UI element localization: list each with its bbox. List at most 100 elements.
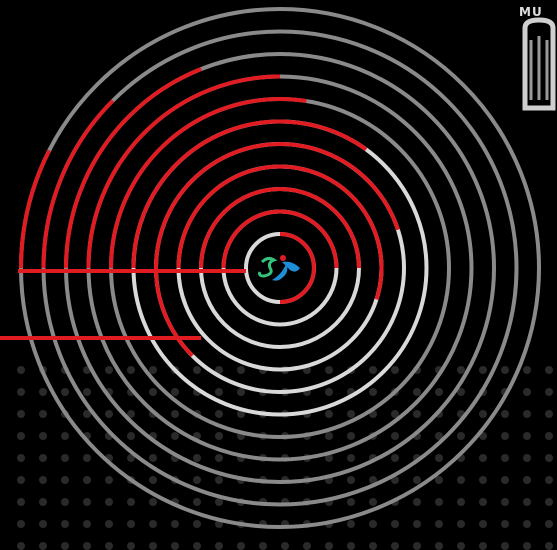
background-dot xyxy=(347,498,355,506)
background-dot xyxy=(237,410,245,418)
background-dot xyxy=(105,520,113,528)
background-dot xyxy=(171,520,179,528)
background-dot xyxy=(149,498,157,506)
background-dot xyxy=(149,366,157,374)
background-dot xyxy=(149,520,157,528)
background-dot xyxy=(391,520,399,528)
background-dot xyxy=(61,520,69,528)
background-dot xyxy=(61,388,69,396)
background-dot xyxy=(545,410,553,418)
background-dot xyxy=(391,432,399,440)
background-dot xyxy=(127,454,135,462)
background-dot xyxy=(39,476,47,484)
background-dot xyxy=(171,432,179,440)
background-dot xyxy=(127,366,135,374)
background-dot xyxy=(105,542,113,550)
background-dot xyxy=(369,388,377,396)
corner-badge: MU xyxy=(517,0,557,125)
background-dot xyxy=(501,454,509,462)
background-dot xyxy=(523,498,531,506)
background-dot xyxy=(501,498,509,506)
background-dot xyxy=(501,432,509,440)
background-dot xyxy=(391,366,399,374)
background-dot xyxy=(215,366,223,374)
background-dot xyxy=(61,432,69,440)
background-dot xyxy=(215,454,223,462)
background-dot xyxy=(413,410,421,418)
background-dot xyxy=(325,542,333,550)
background-dot xyxy=(413,388,421,396)
background-dot xyxy=(435,498,443,506)
background-dot xyxy=(193,454,201,462)
red-spiral-path xyxy=(0,67,400,358)
background-dot xyxy=(545,388,553,396)
red-path-segment xyxy=(19,149,52,269)
background-dot xyxy=(215,388,223,396)
background-dot xyxy=(17,432,25,440)
background-dot xyxy=(457,520,465,528)
background-dot xyxy=(149,454,157,462)
background-dot xyxy=(435,454,443,462)
red-path-segment xyxy=(279,232,316,304)
background-dot xyxy=(501,520,509,528)
background-dot xyxy=(39,454,47,462)
background-dot xyxy=(479,542,487,550)
background-dot xyxy=(281,542,289,550)
background-dot xyxy=(39,388,47,396)
background-dot xyxy=(523,542,531,550)
background-dot xyxy=(17,520,25,528)
background-dot xyxy=(413,498,421,506)
background-dot xyxy=(457,366,465,374)
background-dot xyxy=(215,498,223,506)
red-path-segment xyxy=(109,97,307,269)
background-dot xyxy=(193,476,201,484)
background-dot xyxy=(149,542,157,550)
background-dot xyxy=(347,410,355,418)
background-dot xyxy=(17,498,25,506)
background-dot xyxy=(17,410,25,418)
background-dot xyxy=(347,542,355,550)
background-dot xyxy=(457,476,465,484)
background-dot xyxy=(391,454,399,462)
background-dot xyxy=(215,410,223,418)
background-dot xyxy=(457,432,465,440)
background-dot xyxy=(83,454,91,462)
background-dot xyxy=(259,542,267,550)
background-dot xyxy=(127,432,135,440)
background-dot xyxy=(479,498,487,506)
background-dot xyxy=(83,476,91,484)
background-dot xyxy=(545,432,553,440)
background-dot xyxy=(237,388,245,396)
background-dot xyxy=(479,476,487,484)
red-path-segment xyxy=(154,142,400,358)
mascot-logo-green-icon xyxy=(258,256,278,278)
background-dot xyxy=(61,454,69,462)
background-dot xyxy=(369,542,377,550)
background-dot xyxy=(413,476,421,484)
emblem-icon xyxy=(522,17,556,111)
background-dot xyxy=(325,366,333,374)
background-dot xyxy=(523,520,531,528)
background-dot xyxy=(325,410,333,418)
background-dot xyxy=(369,476,377,484)
background-dot xyxy=(215,476,223,484)
background-dot xyxy=(193,520,201,528)
ring xyxy=(41,29,519,507)
background-dot xyxy=(17,454,25,462)
background-dot xyxy=(501,410,509,418)
background-dot xyxy=(523,410,531,418)
background-dot xyxy=(39,410,47,418)
background-dot xyxy=(149,476,157,484)
corner-badge-text: MU xyxy=(519,5,543,19)
background-dot xyxy=(435,476,443,484)
background-dot xyxy=(303,542,311,550)
background-dot xyxy=(325,388,333,396)
background-dot xyxy=(83,410,91,418)
background-dot xyxy=(457,388,465,396)
background-dot xyxy=(413,520,421,528)
background-dot xyxy=(17,542,25,550)
background-dot xyxy=(83,520,91,528)
background-dot xyxy=(61,476,69,484)
background-dot xyxy=(105,476,113,484)
